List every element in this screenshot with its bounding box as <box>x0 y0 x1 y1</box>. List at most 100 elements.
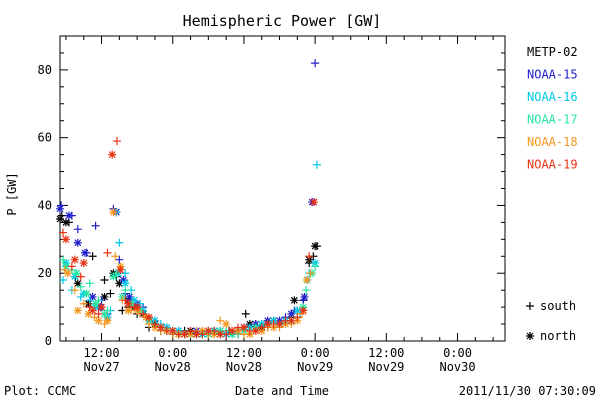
marker-legend-label: north <box>540 329 576 343</box>
south-point <box>76 282 85 291</box>
y-tick-label: 80 <box>38 63 52 77</box>
x-tick-label-time: 12:00 <box>368 346 404 360</box>
north-point <box>61 218 70 227</box>
north-point <box>109 208 118 217</box>
y-tick-label: 20 <box>38 266 52 280</box>
north-point <box>299 306 308 315</box>
x-tick-label-time: 0:00 <box>443 346 472 360</box>
north-point <box>73 238 82 247</box>
plot-frame <box>59 35 506 342</box>
y-axis-ticks: 0 20 40 60 80 <box>38 35 505 348</box>
south-point <box>293 313 302 322</box>
legend-entry: METP-02 <box>527 45 578 59</box>
north-point <box>61 262 70 271</box>
south-point <box>106 289 115 298</box>
north-point <box>70 272 79 281</box>
north-point <box>116 265 125 274</box>
north-point <box>204 326 213 335</box>
south-point <box>88 252 97 261</box>
marker-legend-label: south <box>540 299 576 313</box>
south-point <box>115 255 124 264</box>
south-point <box>70 286 79 295</box>
footer-timestamp: 2011/11/30 07:30:09 <box>459 384 596 398</box>
south-point <box>241 309 250 318</box>
south-point <box>112 137 121 146</box>
south-point <box>58 228 67 237</box>
north-point <box>121 279 130 288</box>
south-point <box>103 248 112 257</box>
north-point <box>108 150 117 159</box>
north-point <box>216 330 225 339</box>
y-axis-label: P [GW] <box>5 172 19 215</box>
x-tick-label-date: Nov29 <box>368 360 404 374</box>
south-point <box>186 326 195 335</box>
north-point <box>311 242 320 251</box>
north-point <box>287 316 296 325</box>
south-point <box>302 286 311 295</box>
north-point <box>56 215 64 223</box>
legend-entry: NOAA-18 <box>527 135 578 149</box>
y-tick-label: 0 <box>45 334 52 348</box>
south-point <box>85 296 94 305</box>
north-point <box>133 303 142 312</box>
south-point <box>76 272 85 281</box>
south-point <box>216 316 225 325</box>
north-point <box>156 323 165 332</box>
x-axis-label: Date and Time <box>235 384 329 398</box>
y-tick-label: 60 <box>38 131 52 145</box>
north-point <box>287 309 296 318</box>
south-point <box>150 320 159 329</box>
y-tick-label: 40 <box>38 198 52 212</box>
north-point <box>88 292 97 301</box>
north-point <box>100 292 109 301</box>
x-tick-label-time: 0:00 <box>301 346 330 360</box>
x-tick-label-date: Nov29 <box>297 360 333 374</box>
legend-entry: NOAA-16 <box>527 90 578 104</box>
south-point <box>121 269 130 278</box>
north-point <box>180 330 189 339</box>
data-points <box>56 59 321 339</box>
north-point <box>263 320 272 329</box>
north-marker-icon <box>526 332 534 340</box>
north-point <box>124 299 133 308</box>
south-point <box>94 309 103 318</box>
south-point <box>100 276 109 284</box>
south-point <box>90 313 99 322</box>
north-point <box>97 303 106 312</box>
south-point <box>305 252 314 261</box>
north-point <box>94 316 103 325</box>
south-point <box>73 225 82 234</box>
south-point <box>79 299 88 308</box>
north-point <box>119 276 128 284</box>
x-tick-label-date: Nov28 <box>155 360 191 374</box>
south-point <box>57 211 66 220</box>
north-point <box>293 306 302 315</box>
north-point <box>222 320 231 329</box>
x-tick-label-time: 12:00 <box>226 346 262 360</box>
north-point <box>192 330 201 339</box>
north-point <box>109 272 118 281</box>
north-point <box>103 316 112 325</box>
south-point <box>139 309 148 318</box>
north-point <box>115 279 124 288</box>
south-point <box>306 269 315 278</box>
north-point <box>275 320 284 329</box>
north-point <box>72 269 81 278</box>
north-point <box>251 326 260 335</box>
north-point <box>168 326 177 335</box>
north-point <box>84 309 93 318</box>
north-point <box>88 306 97 315</box>
x-tick-label-time: 12:00 <box>83 346 119 360</box>
chart-title: Hemispheric Power [GW] <box>183 12 382 30</box>
south-point <box>121 286 130 295</box>
south-point <box>257 323 266 332</box>
footer-plot-credit: Plot: CCMC <box>4 384 76 398</box>
south-point <box>312 160 321 169</box>
south-marker-icon <box>526 302 534 310</box>
north-point <box>73 306 82 315</box>
legend-entry: NOAA-17 <box>527 113 578 127</box>
legend: METP-02 NOAA-15 NOAA-16 NOAA-17 NOAA-18 NOAA-… <box>527 45 578 172</box>
north-point <box>91 299 100 308</box>
north-point <box>309 198 318 207</box>
